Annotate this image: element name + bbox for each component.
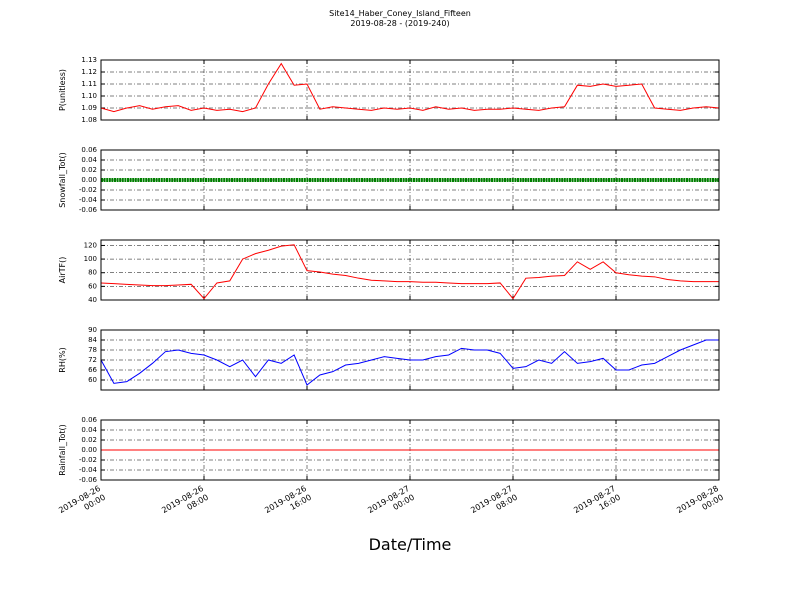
y-tick-label: 72 [88,356,97,364]
x-tick-label: 2019-08-2700:00 [366,484,416,524]
x-tick-label: 2019-08-2800:00 [675,484,725,524]
y-tick-label: 78 [88,346,97,354]
y-tick-label: 0.06 [81,146,97,154]
y-tick-label: 0.02 [81,436,97,444]
y-tick-label: 60 [88,282,97,290]
y-axis-label: RH(%) [58,347,67,372]
y-tick-label: -0.04 [79,196,98,204]
y-tick-label: 1.11 [81,80,97,88]
y-tick-label: 0.02 [81,166,97,174]
y-tick-label: -0.06 [79,206,98,214]
y-tick-label: 0.00 [81,446,97,454]
plot-frame [100,239,720,301]
y-axis-label: Snowfall_Tot() [58,152,67,208]
y-tick-label: 0.04 [81,426,97,434]
x-tick-label: 2019-08-2608:00 [160,484,210,524]
y-tick-label: -0.02 [79,186,97,194]
y-tick-label: 1.09 [81,104,97,112]
y-axis-label: AirTF() [58,257,67,284]
y-tick-label: -0.06 [79,476,98,484]
x-tick-label: 2019-08-2616:00 [263,484,313,524]
plot-frame [100,149,720,211]
y-tick-label: 66 [88,366,97,374]
y-tick-label: 0.06 [81,416,97,424]
y-tick-label: 120 [84,241,97,249]
y-tick-label: 1.13 [81,56,97,64]
y-tick-label: 0.00 [81,176,97,184]
y-tick-label: 60 [88,376,97,384]
y-tick-label: 1.08 [81,116,97,124]
plot-frame [100,59,720,121]
y-axis-label: Rainfall_Tot() [58,424,67,476]
x-tick-label: 2019-08-2716:00 [572,484,622,524]
y-tick-label: 1.10 [81,92,97,100]
chart-subtitle: 2019-08-28 - (2019-240) [350,19,449,28]
plot-frame [100,329,720,391]
y-tick-label: 90 [88,326,97,334]
chart-title: Site14_Haber_Coney_Island_Fifteen [329,9,471,18]
y-tick-label: 1.12 [81,68,97,76]
y-tick-label: 80 [88,269,97,277]
y-tick-label: 84 [88,336,97,344]
x-axis-label: Date/Time [369,535,452,554]
x-tick-label: 2019-08-2600:00 [57,484,107,524]
y-tick-label: 100 [84,255,97,263]
y-axis-label: P(unitless) [58,69,67,111]
data-line [100,244,719,300]
plot-frame [100,419,720,481]
y-tick-label: 0.04 [81,156,97,164]
data-line [100,62,720,113]
x-tick-label: 2019-08-2708:00 [469,484,519,524]
y-tick-label: -0.02 [79,456,97,464]
y-tick-label: 40 [88,296,97,304]
data-line [100,339,719,386]
y-tick-label: -0.04 [79,466,98,474]
